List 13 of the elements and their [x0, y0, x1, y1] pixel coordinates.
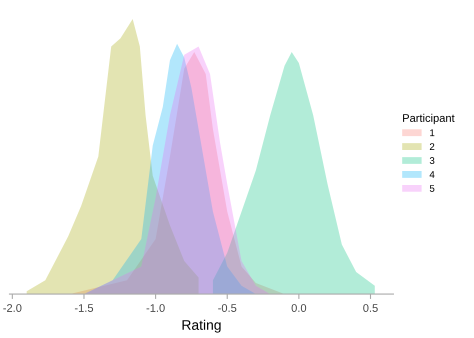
legend-label: 2 — [430, 143, 434, 150]
legend-label: 3 — [430, 157, 434, 164]
legend-label: 5 — [430, 185, 434, 192]
x-tick-label: -1.5 — [74, 304, 94, 312]
legend-title: Participant — [403, 114, 455, 124]
legend-label: 1 — [430, 129, 434, 136]
x-axis-title: Rating — [182, 320, 221, 333]
x-tick-label: -2.0 — [3, 304, 22, 312]
x-tick-label: 0.5 — [363, 304, 378, 312]
x-tick-label: 0.0 — [292, 304, 306, 312]
x-tick-label: -0.5 — [218, 304, 236, 312]
legend-label: 4 — [430, 171, 435, 178]
x-tick-label: -1.0 — [146, 304, 165, 312]
